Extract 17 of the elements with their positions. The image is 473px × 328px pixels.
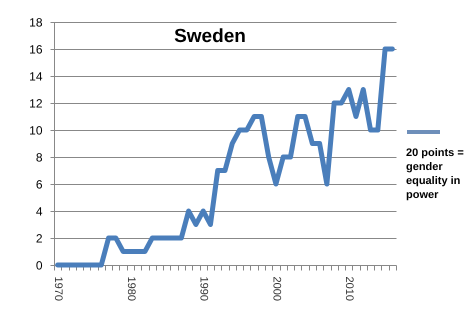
x-tick-label: 2000 (270, 276, 282, 301)
y-tick-label: 16 (29, 42, 43, 56)
x-tick-label: 1990 (198, 276, 210, 301)
x-tick-label: 1980 (124, 276, 137, 301)
y-tick-label: 6 (36, 178, 43, 192)
y-tick-label: 12 (29, 96, 43, 110)
y-tick-label: 14 (29, 70, 43, 84)
text: 20 points = gender equality in power (406, 146, 465, 202)
y-tick-label: 4 (36, 204, 43, 218)
y-tick-label: 0 (36, 258, 43, 272)
x-tick-label: 2010 (343, 276, 356, 301)
y-tick-label: 10 (29, 124, 43, 138)
y-tick-label: 2 (36, 232, 43, 246)
x-tick-label: 1970 (52, 276, 64, 301)
y-tick-label: 18 (29, 16, 43, 30)
y-tick-label: 8 (36, 150, 43, 164)
chart-title: Sweden (174, 26, 246, 47)
